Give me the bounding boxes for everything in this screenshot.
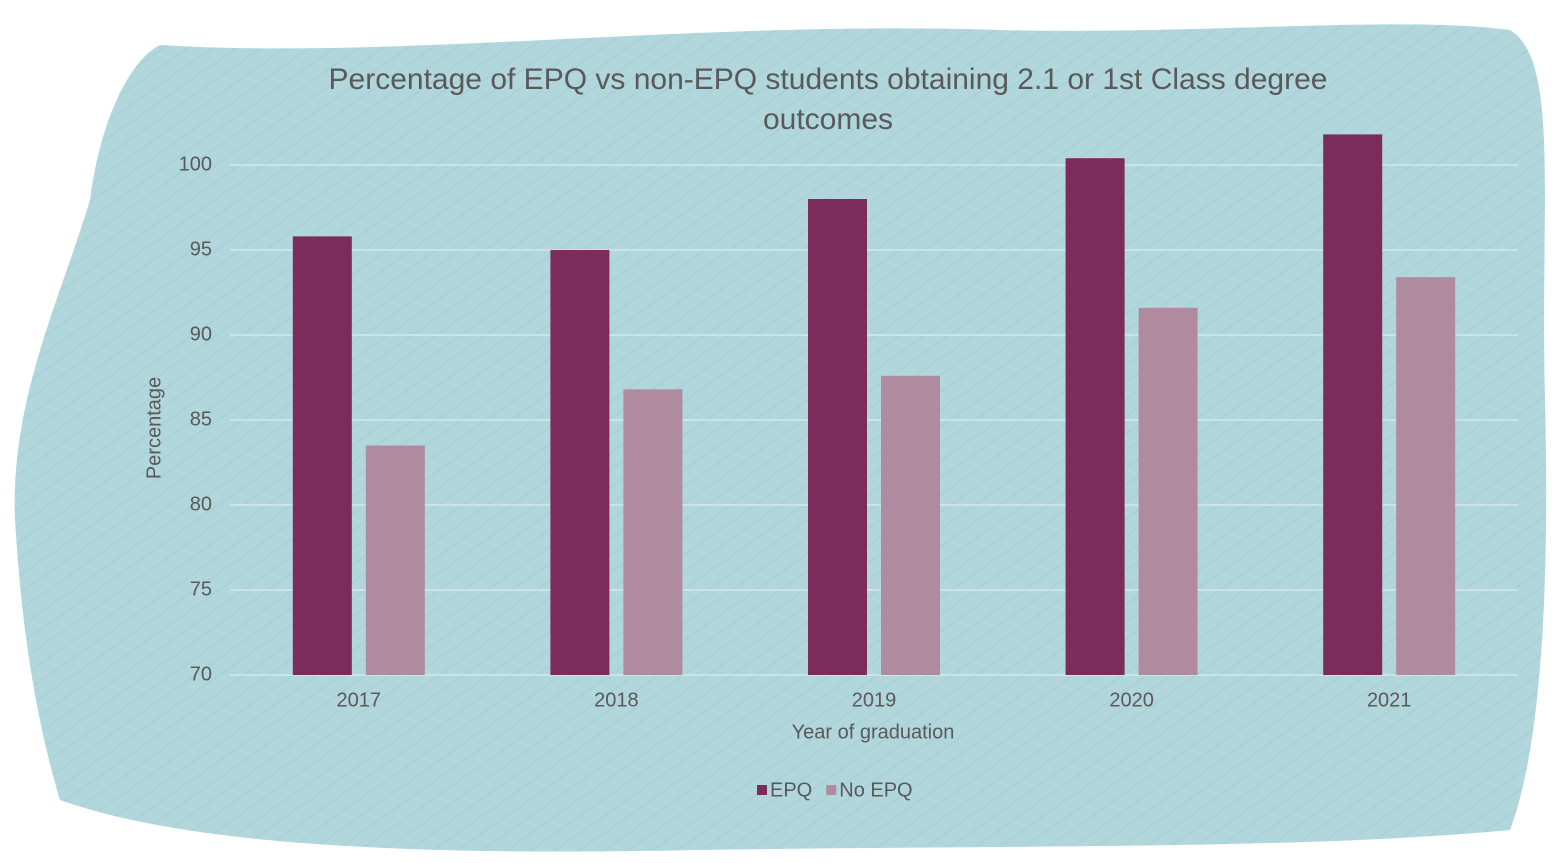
y-tick-label: 75 <box>190 578 212 600</box>
y-tick-label: 100 <box>179 153 212 175</box>
legend-swatch <box>757 785 767 795</box>
y-tick-label: 80 <box>190 493 212 515</box>
bar <box>550 250 610 675</box>
background-blob <box>14 24 1547 852</box>
bar <box>1396 277 1456 675</box>
y-tick-label: 95 <box>190 238 212 260</box>
y-tick-label: 90 <box>190 323 212 345</box>
bar <box>365 445 425 675</box>
bar <box>292 236 352 675</box>
legend-swatch <box>826 785 837 795</box>
bar <box>1065 158 1125 675</box>
bar <box>881 375 940 675</box>
legend-label: EPQ <box>770 779 812 801</box>
bar <box>808 199 867 675</box>
x-tick-label: 2020 <box>1109 689 1154 711</box>
x-axis-label: Year of graduation <box>792 721 955 743</box>
y-tick-label: 70 <box>190 663 212 685</box>
legend-label: No EPQ <box>839 779 912 801</box>
x-tick-label: 2021 <box>1367 689 1412 711</box>
bar <box>623 389 683 675</box>
bar <box>1138 307 1198 675</box>
bar <box>1323 134 1383 675</box>
x-tick-label: 2018 <box>594 689 639 711</box>
x-tick-label: 2017 <box>337 689 382 711</box>
y-axis-label: Percentage <box>143 377 165 479</box>
x-tick-label: 2019 <box>852 689 897 711</box>
y-tick-label: 85 <box>190 408 212 430</box>
chart-title: Percentage of EPQ vs non-EPQ students ob… <box>328 63 1328 136</box>
